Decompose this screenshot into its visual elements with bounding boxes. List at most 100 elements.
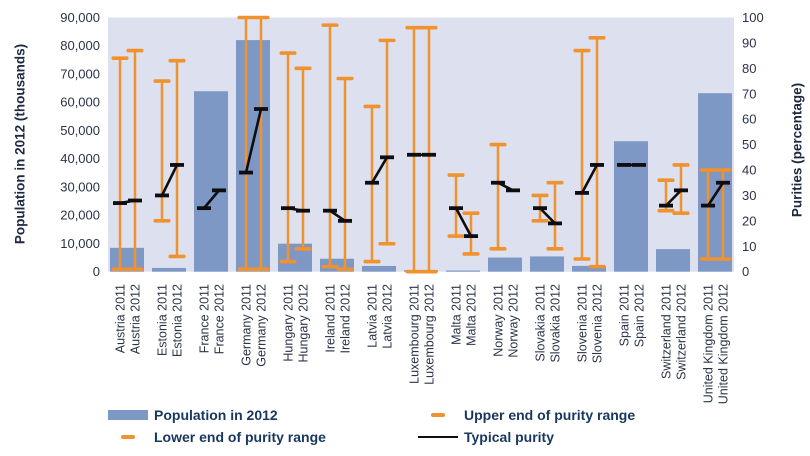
legend-label-lower-range: Lower end of purity range bbox=[154, 429, 326, 445]
typical-marker-2011 bbox=[155, 193, 169, 198]
typical-marker-2011 bbox=[533, 206, 547, 211]
purity-lower-cap bbox=[405, 269, 423, 274]
right-axis-title: Purities (percentage) bbox=[789, 82, 805, 218]
purity-lower-cap bbox=[237, 267, 255, 271]
typical-marker-2012 bbox=[212, 188, 226, 193]
typical-marker-2012 bbox=[632, 163, 646, 167]
x-axis-tick-label: Latvia 2011 bbox=[366, 284, 380, 348]
typical-marker-2012 bbox=[548, 221, 562, 226]
typical-marker-2012 bbox=[422, 152, 436, 157]
purity-upper-cap bbox=[489, 142, 507, 147]
y-axis-tick-left: 20,000 bbox=[60, 208, 100, 223]
typical-marker-2011 bbox=[197, 206, 211, 211]
typical-connector bbox=[665, 189, 682, 207]
x-axis-tick-label: Slovakia 2012 bbox=[549, 284, 563, 363]
y-axis-tick-right: 50 bbox=[742, 137, 756, 152]
population-bar-france bbox=[194, 91, 228, 272]
typical-marker-2011 bbox=[575, 190, 589, 195]
left-axis-title: Population in 2012 (thousands) bbox=[12, 43, 28, 245]
x-axis-tick-label: France 2012 bbox=[213, 284, 227, 354]
purity-lower-cap bbox=[657, 208, 675, 213]
x-axis-tick-label: Hungary 2011 bbox=[282, 284, 296, 362]
purity-upper-cap bbox=[168, 58, 186, 63]
purity-upper-cap bbox=[714, 168, 732, 172]
x-axis-tick-label: France 2011 bbox=[198, 284, 212, 353]
purity-upper-cap bbox=[699, 168, 717, 172]
purity-lower-cap bbox=[546, 247, 564, 251]
y-axis-tick-right: 70 bbox=[742, 86, 756, 101]
typical-marker-2011 bbox=[701, 203, 715, 208]
purity-lower-cap bbox=[336, 267, 354, 271]
x-axis-tick-label: Norway 2012 bbox=[507, 284, 521, 358]
y-axis-tick-left: 50,000 bbox=[60, 123, 100, 138]
y-axis-tick-right: 60 bbox=[742, 112, 756, 127]
x-axis-tick-label: Ireland 2012 bbox=[339, 284, 353, 354]
y-axis-tick-right: 30 bbox=[742, 188, 756, 203]
y-axis-tick-right: 40 bbox=[742, 163, 756, 178]
purity-upper-cap bbox=[363, 104, 381, 109]
x-axis-tick-label: Malta 2011 bbox=[450, 284, 464, 345]
x-axis-tick-label: Austria 2011 bbox=[114, 284, 128, 353]
x-axis-tick-label: Switzerland 2012 bbox=[675, 284, 689, 380]
typical-marker-2011 bbox=[617, 163, 631, 167]
y-axis-tick-right: 20 bbox=[742, 213, 756, 228]
x-axis-tick-label: Spain 2011 bbox=[618, 284, 632, 346]
typical-marker-2011 bbox=[323, 208, 337, 213]
purity-upper-cap bbox=[336, 76, 354, 81]
typical-marker-2012 bbox=[254, 107, 268, 111]
purity-upper-cap bbox=[588, 36, 606, 40]
typical-connector bbox=[244, 108, 263, 173]
population-bar-spain bbox=[614, 141, 648, 272]
y-axis-tick-left: 70,000 bbox=[60, 66, 100, 81]
x-axis-tick-label: Luxembourg 2011 bbox=[408, 284, 422, 384]
purity-upper-cap bbox=[237, 15, 255, 20]
purity-upper-cap bbox=[252, 15, 270, 20]
x-axis-tick-label: Germany 2012 bbox=[255, 284, 269, 367]
purity-upper-cap bbox=[321, 23, 339, 27]
purity-upper-cap bbox=[111, 56, 129, 60]
typical-connector bbox=[160, 164, 179, 197]
purity-lower-cap bbox=[294, 247, 312, 251]
purity-upper-cap bbox=[462, 211, 480, 216]
typical-marker-2011 bbox=[113, 201, 127, 205]
x-axis-tick-label: Austria 2012 bbox=[129, 284, 143, 354]
typical-connector bbox=[454, 207, 473, 237]
purity-lower-cap bbox=[126, 267, 144, 271]
legend-label-typical: Typical purity bbox=[464, 429, 554, 445]
typical-marker-2012 bbox=[128, 198, 142, 203]
legend-item-lower-range: Lower end of purity range bbox=[108, 429, 326, 445]
typical-marker-2011 bbox=[491, 180, 505, 185]
typical-line-icon bbox=[418, 435, 458, 439]
typical-marker-2011 bbox=[281, 206, 295, 211]
typical-connector bbox=[203, 189, 220, 209]
population-bar-norway bbox=[488, 257, 522, 272]
x-axis-tick-label: Estonia 2011 bbox=[156, 284, 170, 356]
typical-connector bbox=[370, 156, 389, 184]
typical-marker-2012 bbox=[380, 155, 394, 160]
population-bar-germany bbox=[236, 40, 270, 272]
x-axis-tick-label: Hungary 2012 bbox=[297, 284, 311, 363]
y-axis-tick-right: 80 bbox=[742, 61, 756, 76]
purity-lower-cap bbox=[714, 257, 732, 261]
x-axis-tick-label: Spain 2012 bbox=[633, 284, 647, 347]
typical-marker-2012 bbox=[170, 163, 184, 167]
purity-lower-cap bbox=[672, 211, 690, 216]
x-axis-tick-label: Malta 2012 bbox=[465, 284, 479, 346]
x-axis-tick-label: Slovakia 2011 bbox=[534, 284, 548, 362]
x-axis-tick-label: Slovenia 2012 bbox=[591, 284, 605, 363]
purity-lower-cap bbox=[489, 247, 507, 251]
legend-label-upper-range: Upper end of purity range bbox=[464, 407, 636, 423]
y-axis-tick-left: 40,000 bbox=[60, 151, 100, 166]
y-axis-tick-left: 10,000 bbox=[60, 236, 100, 251]
purity-lower-cap bbox=[420, 269, 438, 274]
x-axis-tick-label: Norway 2011 bbox=[492, 284, 506, 357]
legend-item-typical: Typical purity bbox=[418, 429, 554, 445]
purity-upper-cap bbox=[378, 38, 396, 43]
typical-marker-2011 bbox=[407, 152, 421, 157]
y-axis-tick-right: 0 bbox=[742, 264, 749, 279]
purity-upper-cap bbox=[447, 173, 465, 177]
population-bar-slovenia bbox=[572, 265, 606, 272]
typical-marker-2012 bbox=[506, 188, 520, 193]
purity-lower-cap bbox=[153, 219, 171, 223]
